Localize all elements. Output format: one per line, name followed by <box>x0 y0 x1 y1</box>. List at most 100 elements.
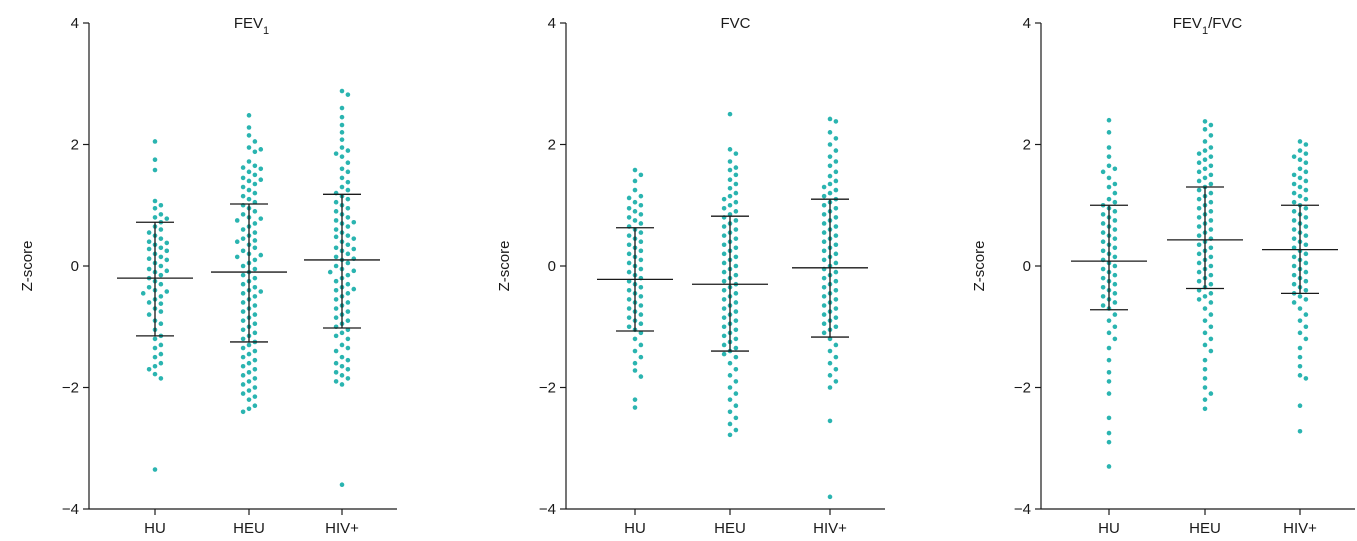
data-point <box>833 251 839 257</box>
data-point <box>164 240 170 246</box>
data-point <box>158 281 164 287</box>
data-point <box>146 239 152 244</box>
chart-svg: FEV1 Z-score 4 2 0 −2 −4 HU HEU HIV+ <box>19 15 397 537</box>
data-point <box>345 336 351 342</box>
data-point <box>1106 370 1112 375</box>
data-point <box>258 216 264 221</box>
data-point <box>1297 354 1303 360</box>
data-point <box>1297 330 1303 336</box>
x-tick-label: HEU <box>1189 520 1221 537</box>
data-point <box>333 218 339 223</box>
data-point <box>1291 218 1297 223</box>
data-point <box>1208 181 1214 187</box>
data-point <box>1291 181 1297 187</box>
data-point <box>1196 242 1202 248</box>
data-point <box>727 177 733 183</box>
data-point <box>827 163 833 169</box>
data-point <box>1297 184 1303 190</box>
data-point <box>152 371 158 377</box>
data-point <box>721 306 727 311</box>
data-point <box>626 242 632 248</box>
data-point <box>1297 148 1303 153</box>
data-point <box>733 218 739 223</box>
data-point <box>833 366 839 372</box>
data-point <box>345 300 351 305</box>
data-point <box>827 190 833 196</box>
data-point <box>721 351 727 357</box>
data-point <box>1208 336 1214 342</box>
data-point <box>252 294 258 299</box>
data-point <box>252 257 258 263</box>
data-point <box>252 209 258 214</box>
data-point <box>1208 133 1214 138</box>
data-point <box>333 360 339 366</box>
data-point <box>733 415 739 421</box>
chart-title-suffix: /FVC <box>1208 15 1242 32</box>
data-point <box>246 342 252 348</box>
data-point <box>1291 281 1297 287</box>
data-point <box>1106 184 1112 190</box>
data-point <box>339 342 345 348</box>
data-point <box>632 167 638 173</box>
data-point <box>1112 254 1118 260</box>
data-point <box>252 303 258 308</box>
data-point <box>1112 272 1118 278</box>
data-point <box>721 333 727 339</box>
data-point <box>1208 391 1214 396</box>
y-tick-label: −4 <box>539 501 556 518</box>
data-point <box>626 215 632 220</box>
data-point <box>821 212 827 217</box>
chart-title: FEV1/FVC <box>1173 15 1243 37</box>
data-point <box>1202 166 1208 172</box>
data-point <box>733 181 739 187</box>
data-point <box>252 163 258 169</box>
data-point <box>733 209 739 214</box>
data-point <box>252 357 258 363</box>
data-point <box>345 92 351 97</box>
data-point <box>733 366 739 372</box>
data-point <box>638 248 644 254</box>
data-point <box>721 251 727 257</box>
data-point <box>626 195 632 201</box>
data-point <box>246 159 252 164</box>
data-point <box>1112 291 1118 296</box>
data-point <box>827 373 833 378</box>
data-point <box>632 405 638 410</box>
data-point <box>240 300 246 305</box>
data-point <box>733 263 739 269</box>
data-point <box>1112 181 1118 187</box>
data-point <box>1208 199 1214 205</box>
data-point <box>158 272 164 278</box>
data-point <box>833 136 839 141</box>
data-point <box>1106 154 1112 159</box>
data-point <box>1303 187 1309 193</box>
data-point <box>1297 428 1303 434</box>
data-point <box>246 406 252 412</box>
data-point <box>246 370 252 375</box>
data-point <box>1303 142 1309 147</box>
data-point <box>833 297 839 302</box>
data-point <box>152 363 158 369</box>
data-point <box>833 288 839 293</box>
data-point <box>339 122 345 128</box>
data-point <box>733 272 739 278</box>
data-point <box>626 324 632 330</box>
data-point <box>733 336 739 342</box>
data-point <box>164 268 170 274</box>
data-point <box>1100 284 1106 290</box>
y-axis-label: Z-score <box>496 241 513 292</box>
data-point <box>626 297 632 302</box>
data-point <box>833 148 839 153</box>
data-point <box>246 125 252 130</box>
data-point <box>246 360 252 366</box>
data-point <box>1106 130 1112 135</box>
data-point <box>1291 272 1297 278</box>
data-point <box>1202 397 1208 402</box>
data-point <box>158 212 164 217</box>
data-point <box>1106 330 1112 336</box>
data-point <box>152 139 158 144</box>
data-point <box>252 245 258 251</box>
data-point <box>1202 157 1208 162</box>
data-point <box>827 154 833 159</box>
data-point <box>1112 312 1118 317</box>
